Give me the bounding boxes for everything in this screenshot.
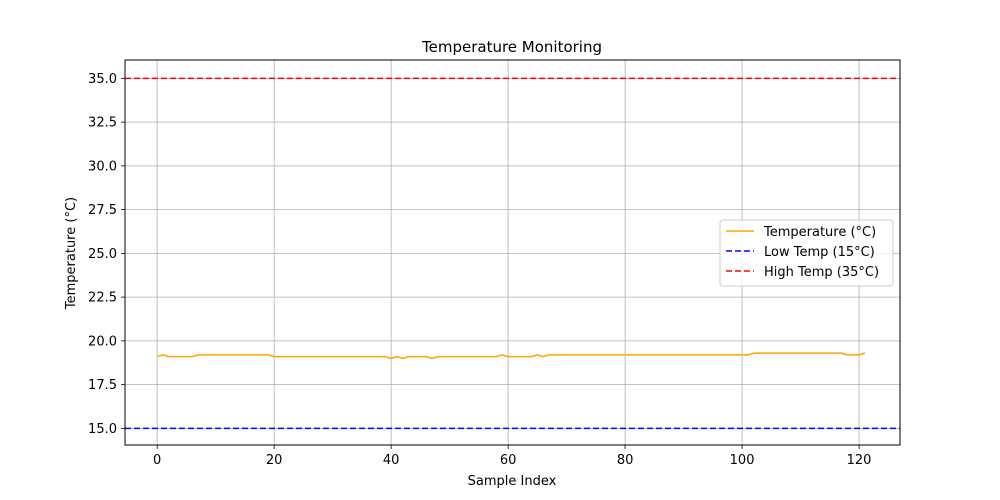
y-tick-label: 27.5 xyxy=(88,203,117,218)
legend-label-low-temp: Low Temp (15°C) xyxy=(764,245,875,260)
x-tick-label: 0 xyxy=(153,453,161,468)
y-tick-label: 15.0 xyxy=(88,422,117,437)
y-tick-label: 17.5 xyxy=(88,378,117,393)
x-tick-label: 120 xyxy=(847,453,872,468)
series-layer xyxy=(125,77,900,430)
x-axis-title: Sample Index xyxy=(468,474,557,489)
y-tick-label: 30.0 xyxy=(88,159,117,174)
y-tick-label: 25.0 xyxy=(88,247,117,262)
x-tick-label: 100 xyxy=(730,453,755,468)
chart-title: Temperature Monitoring xyxy=(421,38,602,56)
x-tick-label: 40 xyxy=(383,453,400,468)
x-tick-label: 80 xyxy=(617,453,634,468)
plot-frame xyxy=(124,59,901,446)
x-tick-label: 20 xyxy=(266,453,283,468)
legend-label-high-temp: High Temp (35°C) xyxy=(764,265,879,280)
legend-label-temperature: Temperature (°C) xyxy=(763,225,876,240)
x-tick-label: 60 xyxy=(500,453,517,468)
y-tick-label: 22.5 xyxy=(88,291,117,306)
legend: Temperature (°C) Low Temp (15°C) High Te… xyxy=(719,219,894,287)
temperature-series-line xyxy=(156,352,866,360)
ticks: 0 20 40 60 80 100 120 15.0 17.5 20.0 22.5 25.0 27.5 3… xyxy=(88,72,871,468)
y-axis-title: Temperature (°C) xyxy=(64,197,79,310)
legend-box xyxy=(719,219,894,287)
y-tick-label: 32.5 xyxy=(88,116,117,131)
y-tick-label: 20.0 xyxy=(88,334,117,349)
y-tick-label: 35.0 xyxy=(88,72,117,87)
